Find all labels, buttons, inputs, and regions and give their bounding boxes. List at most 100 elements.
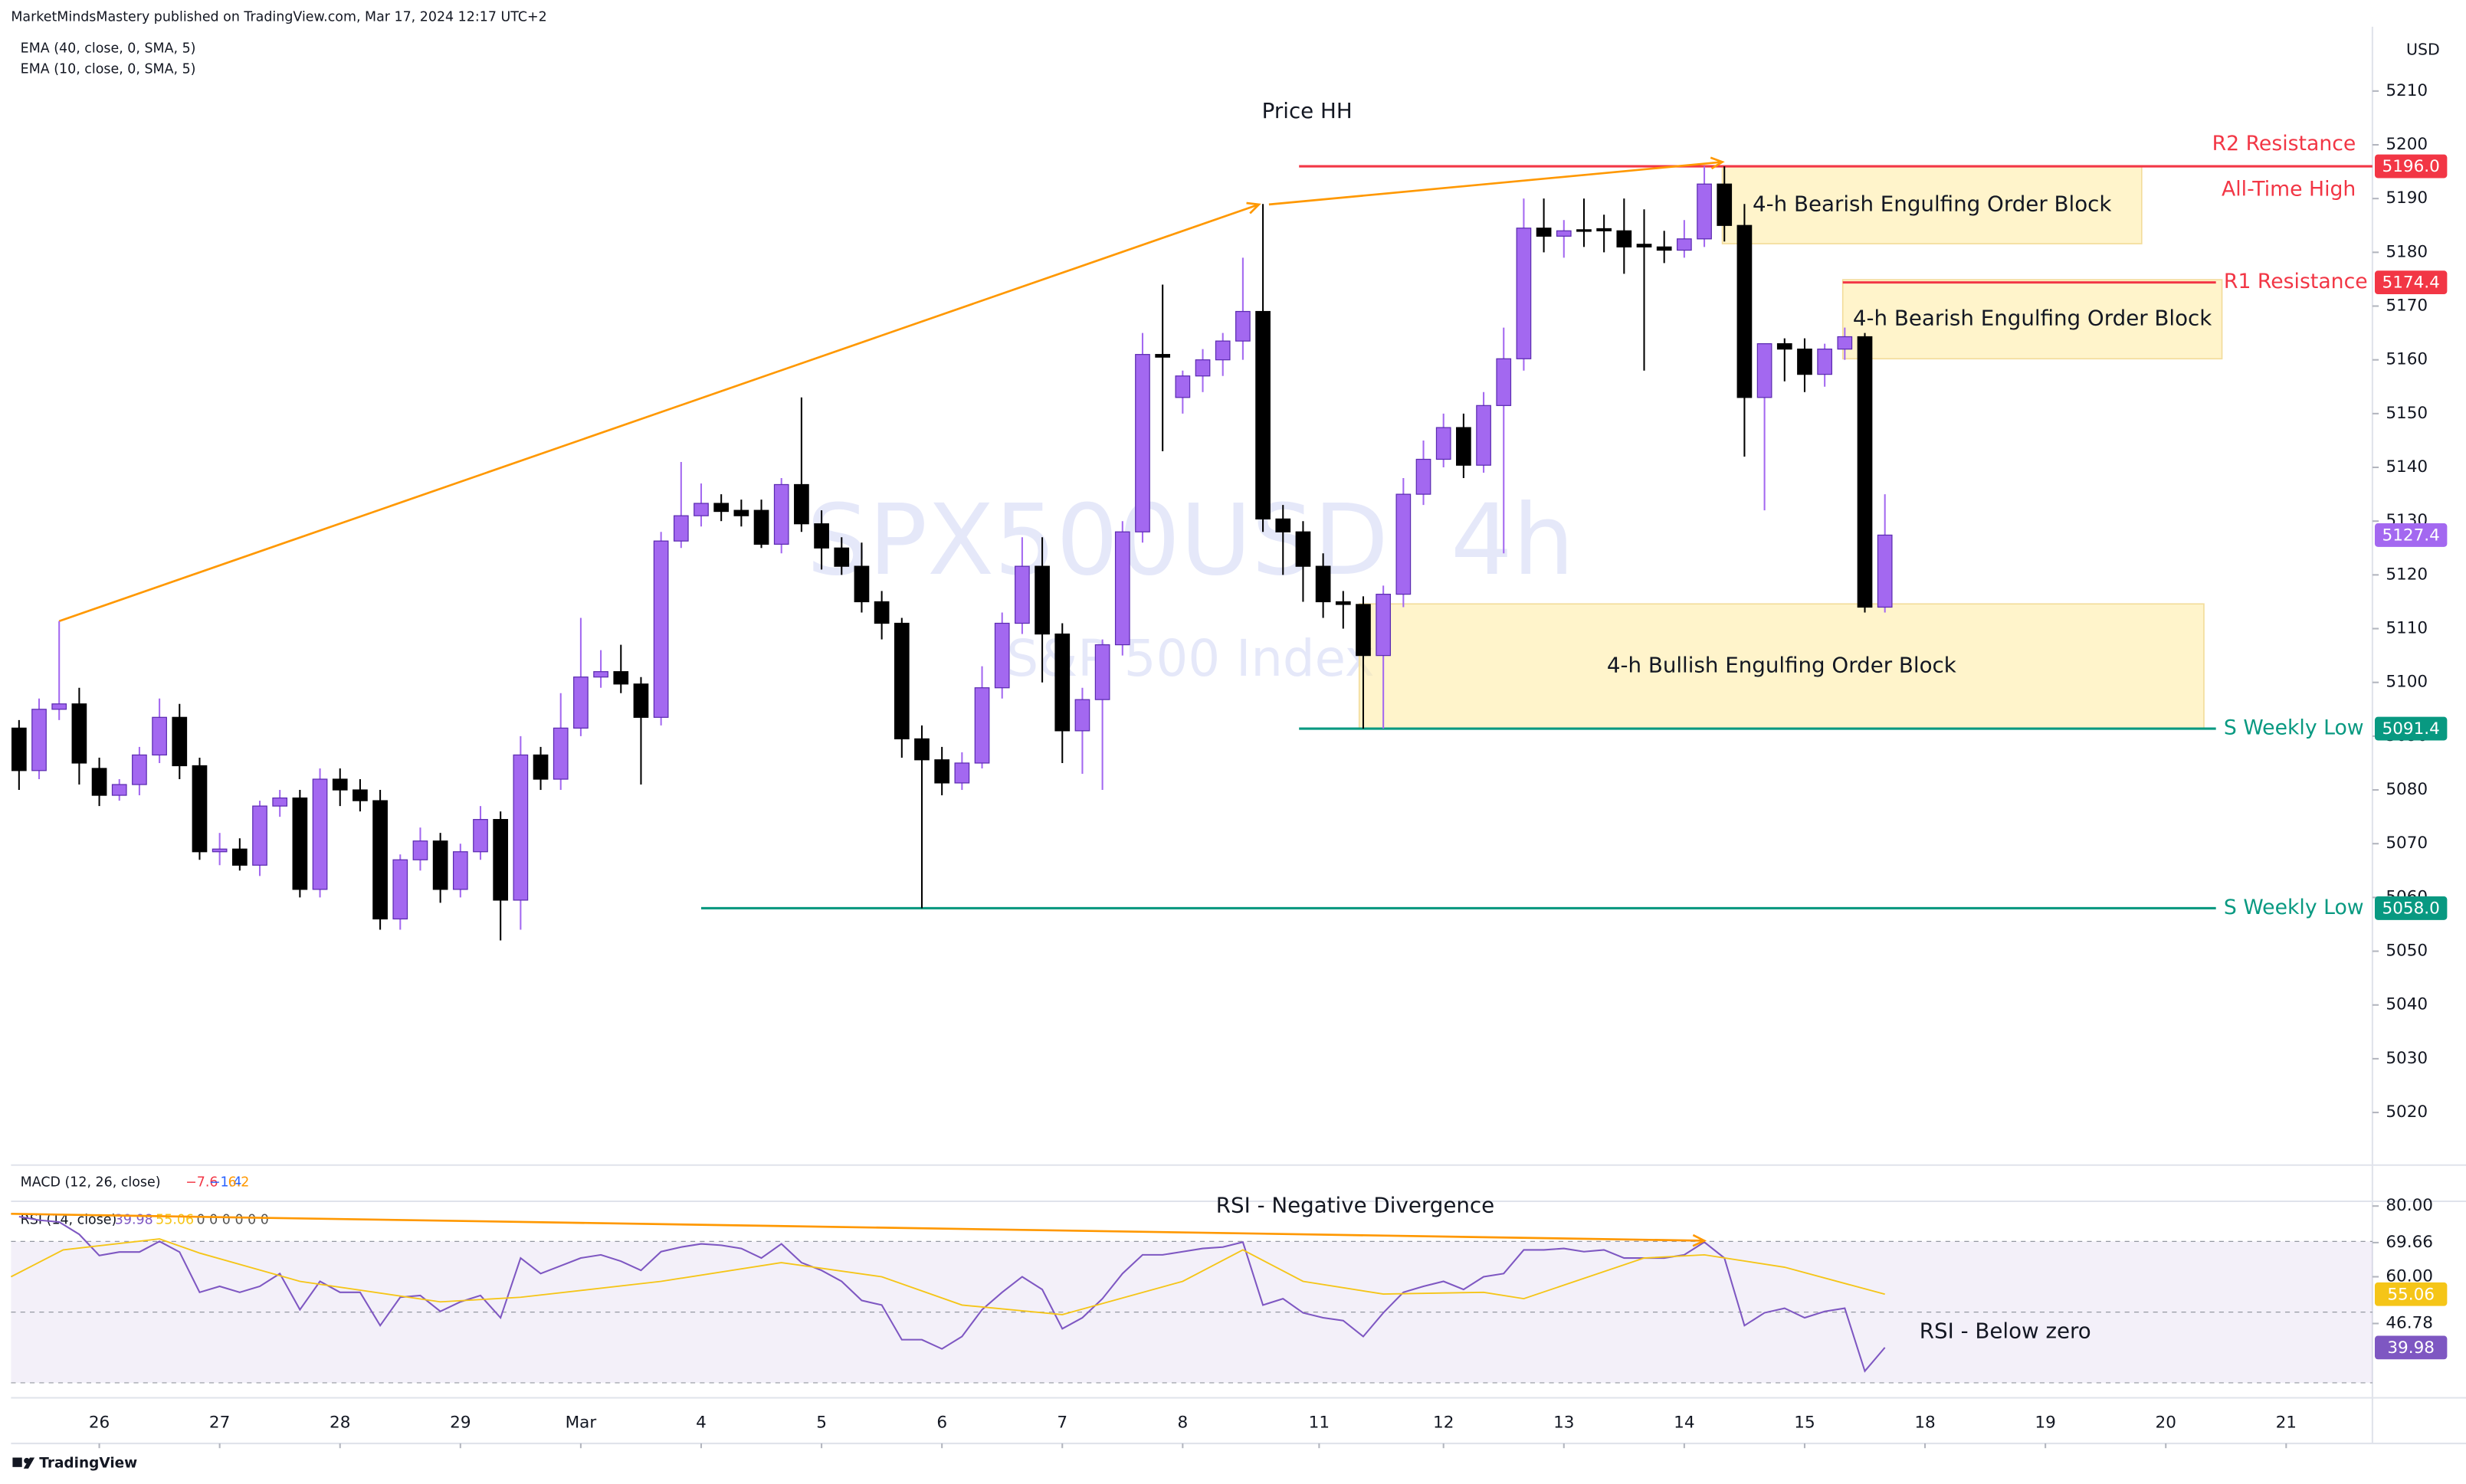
footer-brand: TradingView [39, 1456, 137, 1472]
candle-body [954, 762, 970, 784]
candle-body [814, 523, 829, 549]
rsi-value-badge: 55.06 [2387, 1285, 2435, 1304]
y-tick-label: 69.66 [2386, 1233, 2433, 1252]
candle-body [1677, 238, 1692, 251]
candle-body [1776, 343, 1792, 350]
x-tick-label: 28 [330, 1413, 350, 1432]
x-tick-label: 6 [936, 1413, 947, 1432]
x-tick-label: 21 [2276, 1413, 2297, 1432]
candle-body [974, 687, 990, 764]
candle-body [412, 840, 428, 860]
candle-body [1736, 224, 1753, 398]
x-tick-label: 7 [1057, 1413, 1067, 1432]
candle-body [392, 859, 408, 920]
y-tick-label: 5120 [2386, 565, 2428, 584]
rsi-extra: 0 0 0 0 0 0 [197, 1213, 269, 1228]
candle-body [854, 565, 870, 603]
y-tick-label: 5160 [2386, 350, 2428, 369]
y-tick-label: 5040 [2386, 995, 2428, 1014]
x-tick-label: 19 [2035, 1413, 2055, 1432]
x-tick-label: 27 [209, 1413, 230, 1432]
candle-body [1215, 340, 1231, 361]
candle-body [573, 676, 589, 729]
x-tick-label: 14 [1674, 1413, 1694, 1432]
order-block-zone [1721, 165, 2143, 244]
rsi-line [10, 1238, 1885, 1315]
y-tick-label: 5070 [2386, 834, 2428, 853]
candle-body [31, 709, 47, 771]
candle-body [493, 819, 509, 901]
candle-body [1035, 565, 1050, 635]
arrow-head [1692, 1233, 1707, 1247]
x-tick-label: 26 [89, 1413, 110, 1432]
y-tick-label: 5080 [2386, 780, 2428, 799]
macd-value: 6.2 [228, 1174, 250, 1190]
rsi-value-badge-bg [2374, 1335, 2448, 1360]
y-tick-label: 5150 [2386, 404, 2428, 423]
candle-body [1435, 427, 1451, 460]
y-tick-label: 5180 [2386, 242, 2428, 261]
rsi-value-badge-bg [2374, 1282, 2448, 1306]
y-tick-label: 5200 [2386, 135, 2428, 154]
candle-body [1195, 359, 1211, 377]
candle-body [613, 671, 629, 685]
candle-body [332, 778, 348, 791]
macd-value: −1.4 [209, 1174, 241, 1190]
candle-body [1556, 230, 1572, 237]
candle-body [1837, 336, 1853, 350]
candle-body [1877, 534, 1893, 608]
candle-body [553, 727, 569, 780]
candle-body [272, 797, 288, 807]
candle-body [1697, 183, 1712, 240]
study-legend: EMA (10, close, 0, SMA, 5) [21, 61, 196, 77]
candle-body [51, 703, 67, 710]
x-tick-label: 8 [1177, 1413, 1188, 1432]
study-legend: EMA (40, close, 0, SMA, 5) [21, 41, 196, 57]
x-tick-label: Mar [566, 1413, 597, 1432]
level-price-badge-bg [2374, 154, 2448, 179]
y-tick-label: 5110 [2386, 619, 2428, 638]
order-block-label: 4-h Bearish Engulfing Order Block [1853, 306, 2212, 331]
x-tick-label: 12 [1433, 1413, 1454, 1432]
trend-arrow [58, 203, 1260, 622]
level-label: S Weekly Low [2224, 896, 2364, 919]
candle-body [934, 759, 950, 784]
level-price-badge-bg [2374, 716, 2448, 741]
level-price-badge: 5091.4 [2382, 719, 2439, 739]
y-tick-label: 5100 [2386, 673, 2428, 692]
candle-body [1015, 565, 1030, 624]
y-tick-label: 5020 [2386, 1102, 2428, 1122]
candle-body [132, 754, 147, 785]
level-label: R1 Resistance [2224, 270, 2368, 293]
candle-body [513, 754, 529, 901]
level-note: All-Time High [2222, 177, 2356, 201]
candle-body [914, 738, 930, 761]
x-tick-label: 4 [696, 1413, 707, 1432]
annotation: RSI - Negative Divergence [1216, 1193, 1494, 1218]
publisher-line: MarketMindsMastery published on TradingV… [11, 10, 546, 25]
candle-body [1074, 699, 1090, 732]
y-tick-label: 5140 [2386, 457, 2428, 477]
candle-body [794, 483, 809, 525]
candle-body [533, 754, 549, 780]
x-tick-label: 5 [816, 1413, 827, 1432]
candle-body [753, 509, 769, 545]
macd-value: −7.6 [185, 1174, 218, 1190]
candle-body [713, 503, 730, 513]
currency-label: USD [2406, 41, 2440, 59]
candle-body [994, 622, 1010, 689]
level-price-badge: 5058.0 [2382, 899, 2439, 918]
candle-body [1797, 349, 1812, 375]
y-tick-label: 5050 [2386, 942, 2428, 961]
candle-body [192, 765, 208, 853]
candle-body [1094, 644, 1110, 700]
x-tick-label: 13 [1553, 1413, 1574, 1432]
candle-body [111, 784, 127, 796]
rsi-legend: RSI (14, close) [21, 1213, 117, 1228]
x-tick-label: 11 [1309, 1413, 1330, 1432]
candle-body [1857, 336, 1873, 608]
divergence-arrow [11, 1213, 1705, 1242]
candle-body [372, 800, 388, 920]
watermark-symbol: SPX500USD, 4h [807, 484, 1575, 598]
